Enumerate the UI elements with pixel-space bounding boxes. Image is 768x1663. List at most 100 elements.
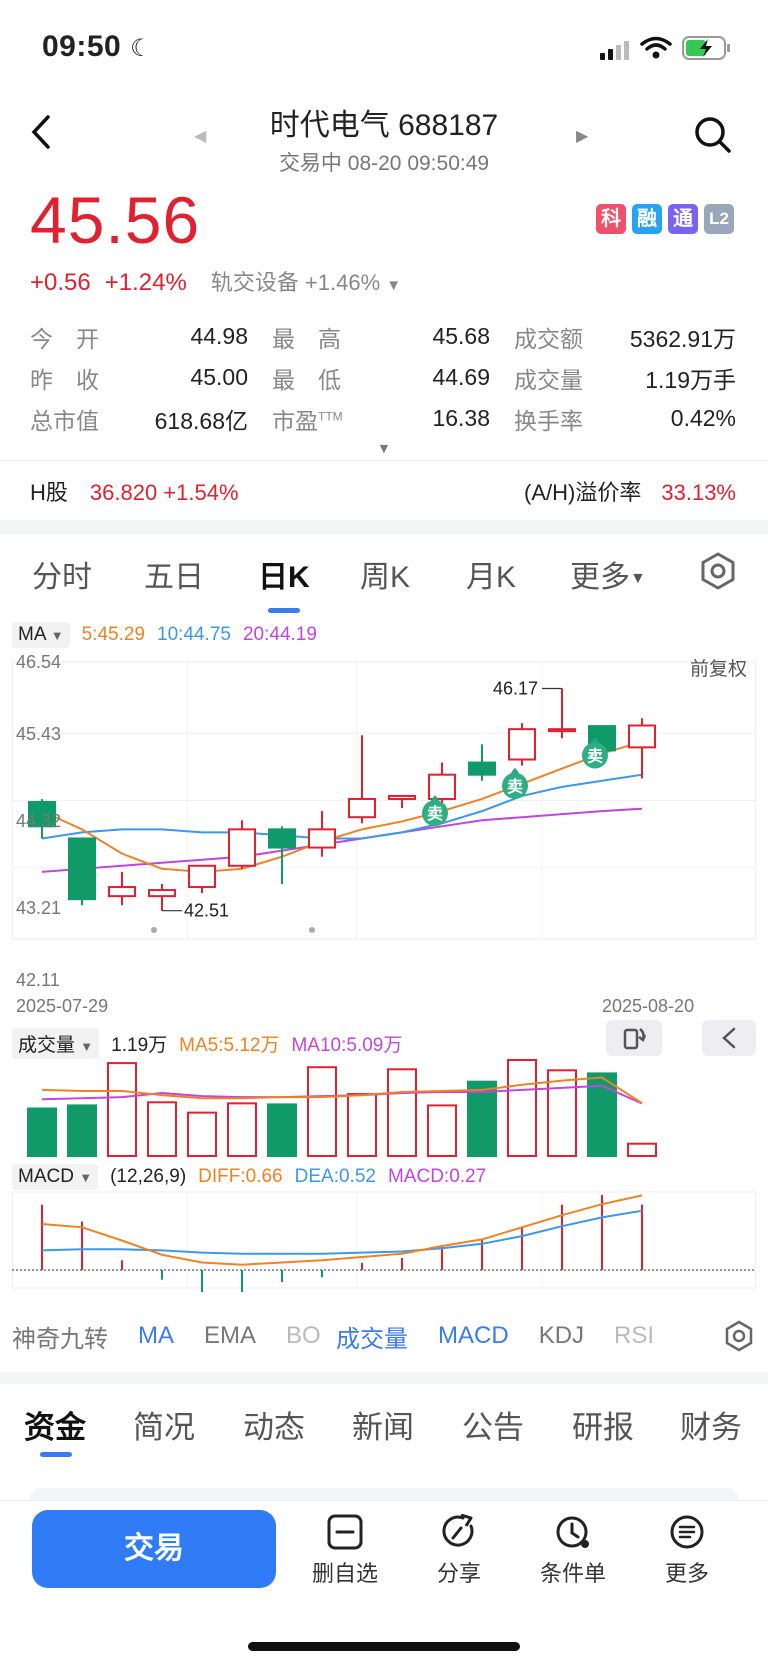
candle-body — [188, 864, 216, 889]
stats-grid: 今 开 44.98 最 高 45.68 成交额 5362.91万 昨 收 45.00 最… — [30, 316, 736, 439]
indicator-ema[interactable]: EMA — [204, 1322, 257, 1349]
tab-more[interactable]: 更多▼ — [570, 561, 646, 594]
indicator-kdj[interactable]: KDJ — [538, 1322, 585, 1349]
share-button[interactable]: 分享 — [414, 1514, 504, 1588]
volume-value: 1.19万手 — [645, 366, 736, 393]
ma5-value: 5:45.29 — [81, 624, 146, 645]
moon-icon: ☾ — [130, 35, 153, 62]
chevron-left-icon — [722, 1027, 736, 1049]
badge-l2[interactable]: L2 — [704, 204, 734, 234]
volume-bar — [547, 1069, 577, 1158]
candle — [188, 864, 216, 894]
candle-body — [28, 801, 56, 828]
macd-value: MACD:0.27 — [387, 1166, 487, 1187]
indicator-td9[interactable]: 神奇九转 — [12, 1325, 108, 1353]
candle-body — [428, 773, 456, 800]
bottom-action-bar: 交易 删自选 分享 条件单 更多 — [0, 1500, 768, 1663]
candle — [68, 837, 96, 906]
macd-chart[interactable] — [12, 1190, 756, 1292]
candle — [428, 762, 456, 809]
candle-body — [68, 837, 96, 901]
tab-financials[interactable]: 财务 — [680, 1410, 742, 1445]
sell-marker-bg — [422, 800, 448, 827]
min-price-label: 42.51 — [184, 901, 229, 921]
tab-weekly-k[interactable]: 周K — [360, 561, 411, 594]
tab-overview[interactable]: 简况 — [133, 1410, 195, 1445]
macd-selector[interactable]: MACD ▼ — [12, 1164, 99, 1190]
adjust-mode-label[interactable]: 前复权 — [690, 659, 748, 680]
info-tabs: 资金 简况 动态 新闻 公告 研报 财务 — [0, 1402, 768, 1462]
next-stock-button[interactable]: ▶ — [576, 128, 589, 145]
rotate-button[interactable] — [606, 1020, 662, 1056]
indicator-ma[interactable]: MA — [138, 1322, 174, 1349]
indicator-settings-button[interactable] — [718, 1316, 768, 1356]
active-tab-indicator — [40, 1452, 72, 1457]
candle — [548, 688, 576, 739]
search-button[interactable] — [694, 116, 732, 159]
page-title: 时代电气 688187 — [269, 109, 499, 142]
tab-daily-k[interactable]: 日K — [258, 561, 310, 594]
more-button[interactable]: 更多 — [642, 1514, 732, 1588]
candle-body — [108, 886, 136, 898]
sector-link[interactable]: 轨交设备 +1.46% ▼ — [210, 270, 402, 295]
y-tick-4: 43.21 — [16, 898, 62, 918]
indicator-boll[interactable]: BOLL — [286, 1322, 321, 1349]
candle-body — [468, 761, 496, 776]
status-time: 09:50 ☾ — [42, 30, 153, 63]
active-tab-indicator — [268, 608, 300, 613]
indicator-selector: 神奇九转 MA EMA BOLL 成交量 MACD KDJ RSI — [12, 1316, 768, 1356]
prev-stock-button[interactable]: ◀ — [194, 128, 207, 145]
badge-connect: 通 — [668, 204, 698, 234]
volume-bar — [107, 1062, 137, 1158]
indicator-volume[interactable]: 成交量 — [336, 1325, 409, 1353]
trade-button[interactable]: 交易 — [32, 1510, 276, 1588]
candle — [148, 883, 176, 911]
tab-research[interactable]: 研报 — [572, 1410, 634, 1445]
tab-news[interactable]: 新闻 — [352, 1410, 414, 1445]
macd-diff: DIFF:0.66 — [198, 1166, 283, 1187]
tab-news-feed[interactable]: 动态 — [243, 1410, 305, 1445]
y-tick-top: 46.54 — [16, 652, 62, 672]
clock-alert-icon — [556, 1516, 589, 1548]
volume-selector[interactable]: 成交量 ▼ — [12, 1028, 100, 1059]
sell-marker-label: 卖 — [507, 777, 523, 796]
hshare-row[interactable]: H股 36.820 +1.54% (A/H)溢价率 33.13% — [30, 480, 736, 505]
candle-body — [268, 828, 296, 849]
conditional-order-button[interactable]: 条件单 — [528, 1514, 618, 1588]
tab-five-day[interactable]: 五日 — [144, 561, 204, 594]
signal-icon — [598, 38, 634, 65]
dea-line — [41, 1209, 643, 1255]
back-button[interactable] — [28, 114, 54, 155]
volume-bar — [147, 1101, 177, 1157]
minus-square-icon — [327, 1514, 363, 1550]
indicator-macd[interactable]: MACD — [438, 1322, 509, 1349]
tab-monthly-k[interactable]: 月K — [466, 561, 517, 594]
hshare-value: 36.820 +1.54% — [89, 480, 239, 505]
hexagon-settings-icon — [701, 552, 735, 590]
remove-watchlist-button[interactable]: 删自选 — [300, 1514, 390, 1588]
volume-bar — [507, 1059, 537, 1157]
candle — [628, 718, 656, 779]
amount-value: 5362.91万 — [629, 325, 736, 352]
change-row: +0.56 +1.24% 轨交设备 +1.46% ▼ — [30, 265, 401, 297]
tab-capital[interactable]: 资金 — [24, 1410, 86, 1445]
indicator-rsi[interactable]: RSI — [614, 1322, 653, 1349]
expand-stats-button[interactable]: ▼ — [377, 440, 391, 456]
macd-dea: DEA:0.52 — [294, 1166, 376, 1187]
collapse-panel-button[interactable] — [702, 1020, 756, 1056]
volume-chart[interactable] — [12, 1056, 756, 1160]
ma-selector[interactable]: MA ▼ — [12, 622, 70, 648]
tab-intraday[interactable]: 分时 — [32, 561, 92, 594]
sell-marker-bg — [502, 772, 528, 799]
chart-settings-button[interactable] — [700, 552, 736, 595]
chevron-left-icon — [31, 115, 50, 149]
caret-down-icon: ▼ — [630, 570, 646, 588]
volume-ma10: MA10:5.09万 — [291, 1035, 403, 1056]
badge-margin: 融 — [632, 204, 662, 234]
ah-premium: 33.13% — [661, 480, 736, 505]
search-icon — [695, 117, 731, 153]
volume-ma5: MA5:5.12万 — [179, 1035, 280, 1056]
volume-bar — [27, 1107, 57, 1157]
tab-announcements[interactable]: 公告 — [462, 1410, 524, 1445]
